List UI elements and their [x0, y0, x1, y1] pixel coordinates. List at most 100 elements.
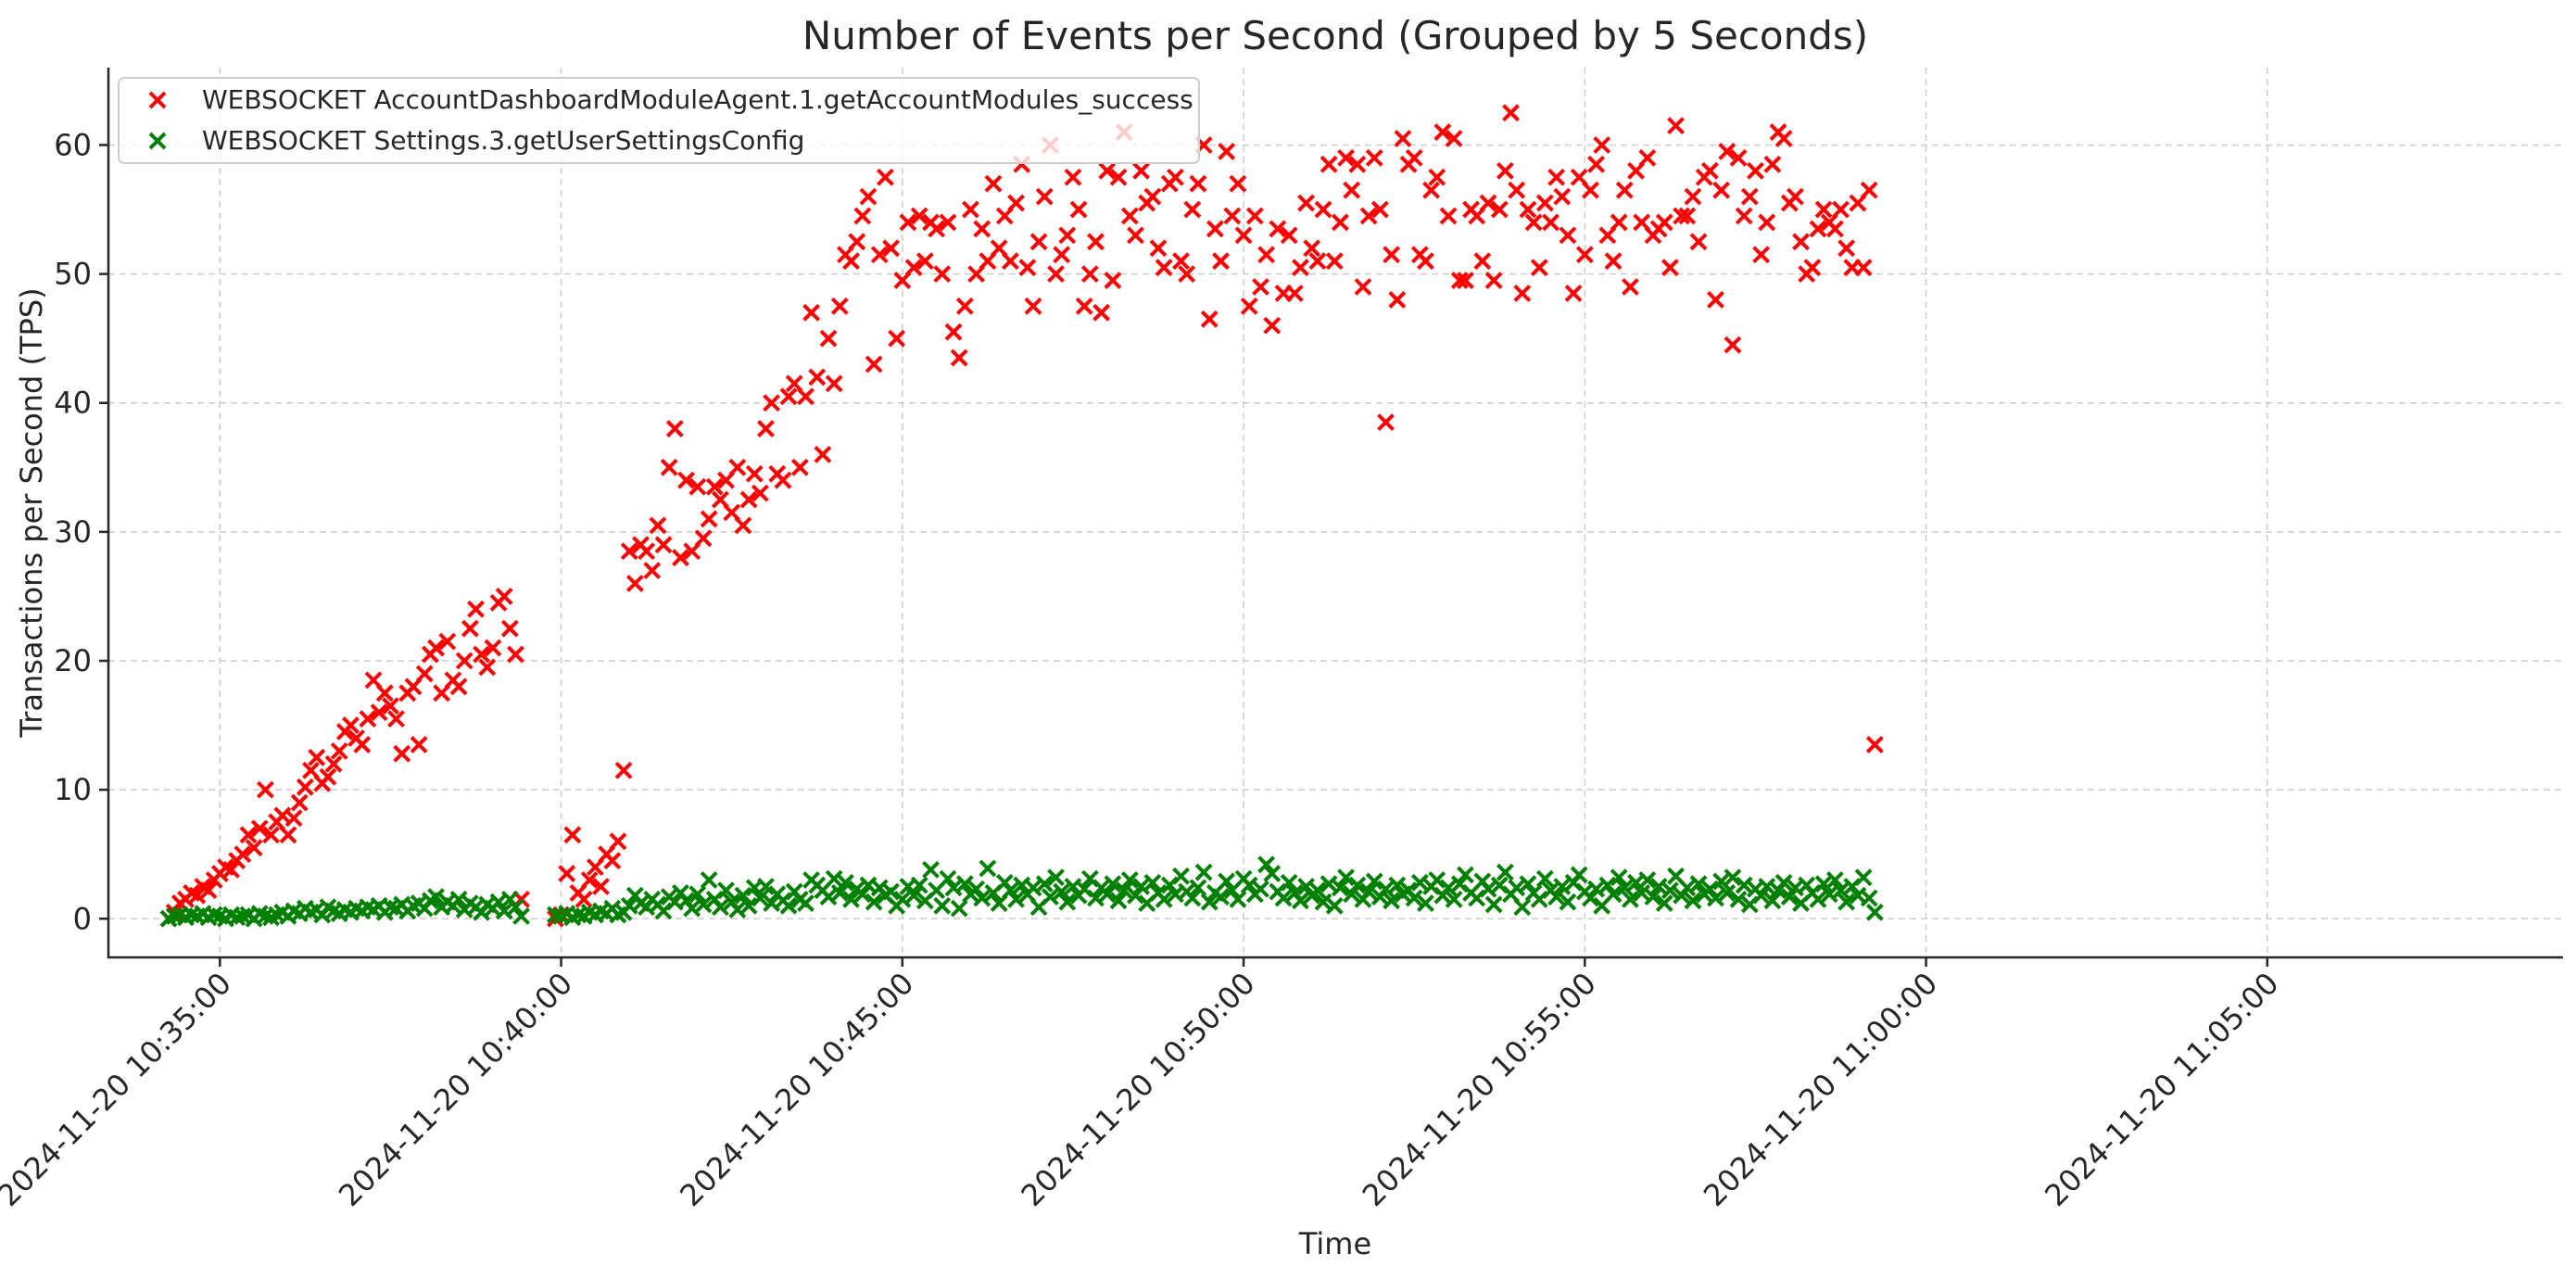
data-point: [1553, 878, 1572, 895]
data-point: [973, 889, 991, 907]
data-point: [330, 741, 348, 760]
data-point: [1388, 291, 1407, 309]
data-point: [1132, 161, 1151, 180]
data-point: [1104, 875, 1122, 893]
data-point: [1700, 161, 1719, 180]
data-point: [1667, 117, 1685, 135]
data-point: [865, 893, 883, 911]
axis-spines: [107, 68, 2563, 959]
data-point: [825, 869, 843, 888]
data-point: [763, 394, 781, 412]
data-point: [1359, 882, 1378, 901]
data-point: [1383, 246, 1401, 264]
data-point: [734, 886, 752, 905]
data-point: [625, 575, 644, 592]
data-point: [1024, 879, 1042, 897]
data-point: [1285, 285, 1304, 302]
data-point: [1582, 889, 1599, 907]
x-tick-label: 2024-11-20 10:45:00: [673, 966, 920, 1213]
data-point: [751, 889, 769, 907]
data-point: [853, 207, 872, 225]
data-point: [1394, 130, 1412, 147]
x-tick-label: 2024-11-20 11:05:00: [2038, 966, 2285, 1213]
data-point: [575, 890, 593, 908]
data-point: [1496, 161, 1514, 180]
data-point: [757, 878, 775, 895]
data-point: [1689, 875, 1708, 893]
data-point: [1002, 252, 1019, 271]
data-point: [1712, 872, 1731, 891]
data-point: [1633, 884, 1651, 902]
data-point: [1484, 272, 1503, 289]
data-point: [1314, 200, 1332, 219]
data-point: [449, 677, 468, 696]
data-point: [1479, 880, 1497, 898]
legend-marker-series-1: [148, 91, 167, 109]
data-point: [1707, 889, 1724, 907]
data-point: [290, 793, 309, 812]
x-tick-label: 2024-11-20 10:35:00: [0, 966, 238, 1213]
data-point: [1825, 871, 1844, 889]
data-point: [962, 200, 979, 219]
data-point: [779, 896, 798, 915]
data-point: [643, 562, 662, 580]
data-point: [1547, 888, 1566, 906]
data-point: [797, 387, 814, 406]
data-point: [393, 744, 411, 763]
data-point: [461, 619, 479, 638]
data-point: [324, 754, 343, 773]
data-point: [739, 896, 758, 915]
data-point: [1593, 136, 1611, 154]
x-axis-ticks: 2024-11-20 10:35:00 2024-11-20 10:40:00 20…: [0, 957, 2286, 1213]
data-point: [1661, 881, 1679, 900]
data-point: [819, 888, 838, 906]
data-point: [1127, 886, 1144, 905]
data-point: [1854, 868, 1873, 887]
data-point: [1098, 885, 1117, 904]
data-point: [1729, 890, 1748, 908]
data-point: [1758, 213, 1776, 232]
data-point: [984, 174, 1003, 193]
data-point: [1860, 889, 1878, 907]
data-point: [478, 658, 497, 677]
data-point: [1575, 246, 1594, 264]
data-point: [1331, 879, 1349, 897]
data-point: [1661, 259, 1679, 277]
data-point: [1718, 143, 1736, 160]
data-point: [865, 355, 883, 374]
data-point: [1559, 893, 1577, 911]
data-point: [1820, 885, 1838, 904]
data-point: [660, 458, 678, 476]
data-point: [1104, 272, 1122, 289]
data-point: [1172, 867, 1190, 885]
data-point: [1735, 207, 1753, 225]
data-point: [814, 445, 832, 463]
legend: WEBSOCKET AccountDashboardModuleAgent.1.…: [118, 77, 1200, 164]
data-point: [933, 896, 952, 915]
data-point: [893, 890, 912, 908]
data-point: [1343, 181, 1361, 199]
data-point: [1218, 143, 1236, 160]
data-point: [779, 387, 798, 406]
data-point: [1553, 187, 1572, 206]
data-point: [1615, 181, 1634, 199]
data-point: [939, 869, 957, 888]
data-point: [1570, 866, 1588, 884]
data-point: [1183, 889, 1202, 907]
data-point: [842, 252, 860, 271]
data-point: [1007, 890, 1025, 908]
data-point: [1809, 220, 1827, 238]
data-point: [1087, 889, 1105, 907]
data-point: [427, 888, 445, 906]
data-point: [1564, 285, 1583, 302]
data-point: [1758, 878, 1776, 895]
data-point: [1479, 194, 1497, 212]
data-point: [790, 458, 809, 476]
data-point: [1388, 876, 1407, 894]
data-point: [922, 860, 940, 879]
data-point: [859, 187, 878, 206]
data-point: [1194, 863, 1213, 881]
data-point: [1041, 888, 1059, 906]
data-point: [649, 516, 667, 535]
legend-marker-series-2: [148, 132, 167, 150]
